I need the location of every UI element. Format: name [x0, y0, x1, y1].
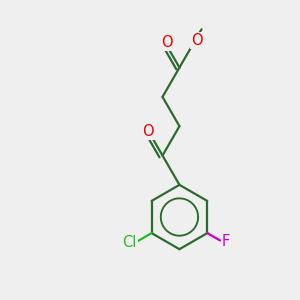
- Text: O: O: [161, 35, 172, 50]
- Text: O: O: [142, 124, 154, 139]
- Text: Cl: Cl: [122, 235, 136, 250]
- Text: F: F: [222, 234, 230, 249]
- Text: O: O: [191, 33, 203, 48]
